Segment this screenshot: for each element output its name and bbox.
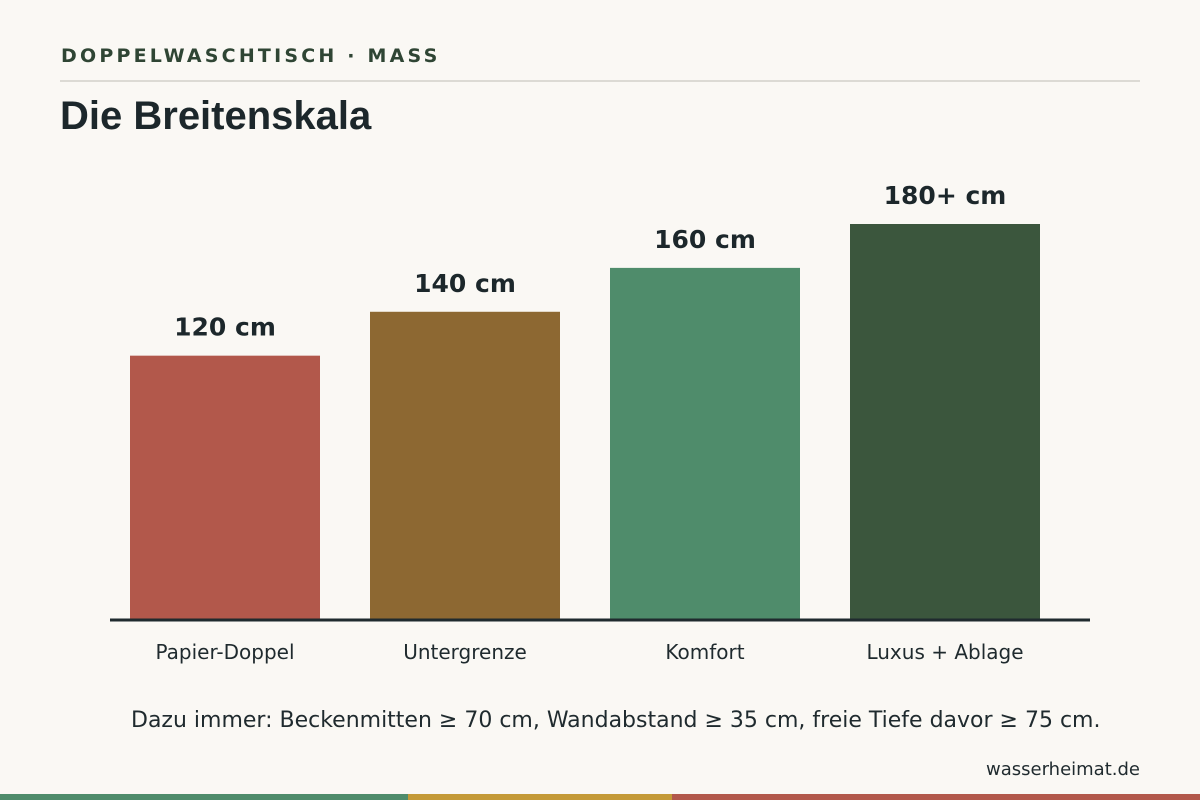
category-label: Komfort [665, 640, 744, 664]
eyebrow-label: DOPPELWASCHTISCH · MASS [61, 45, 441, 67]
page-title: Die Breitenskala [60, 94, 372, 138]
bar-value-label: 160 cm [654, 225, 756, 254]
category-label: Luxus + Ablage [866, 640, 1023, 664]
bar-value-label: 140 cm [414, 269, 516, 298]
footnote: Dazu immer: Beckenmitten ≥ 70 cm, Wandab… [131, 708, 1101, 733]
category-label: Papier-Doppel [155, 640, 294, 664]
bar-1 [130, 355, 320, 619]
source-credit: wasserheimat.de [986, 759, 1140, 780]
bar-3 [610, 267, 800, 619]
stripe-green [0, 794, 408, 800]
bar-value-label: 120 cm [174, 313, 276, 342]
category-label: Untergrenze [403, 640, 527, 664]
bar-value-label: 180+ cm [884, 181, 1007, 210]
header-divider [60, 80, 1140, 82]
stripe-red [672, 794, 1200, 800]
bar-2 [370, 311, 560, 619]
stripe-yellow [408, 794, 672, 800]
bar-4 [850, 224, 1040, 619]
